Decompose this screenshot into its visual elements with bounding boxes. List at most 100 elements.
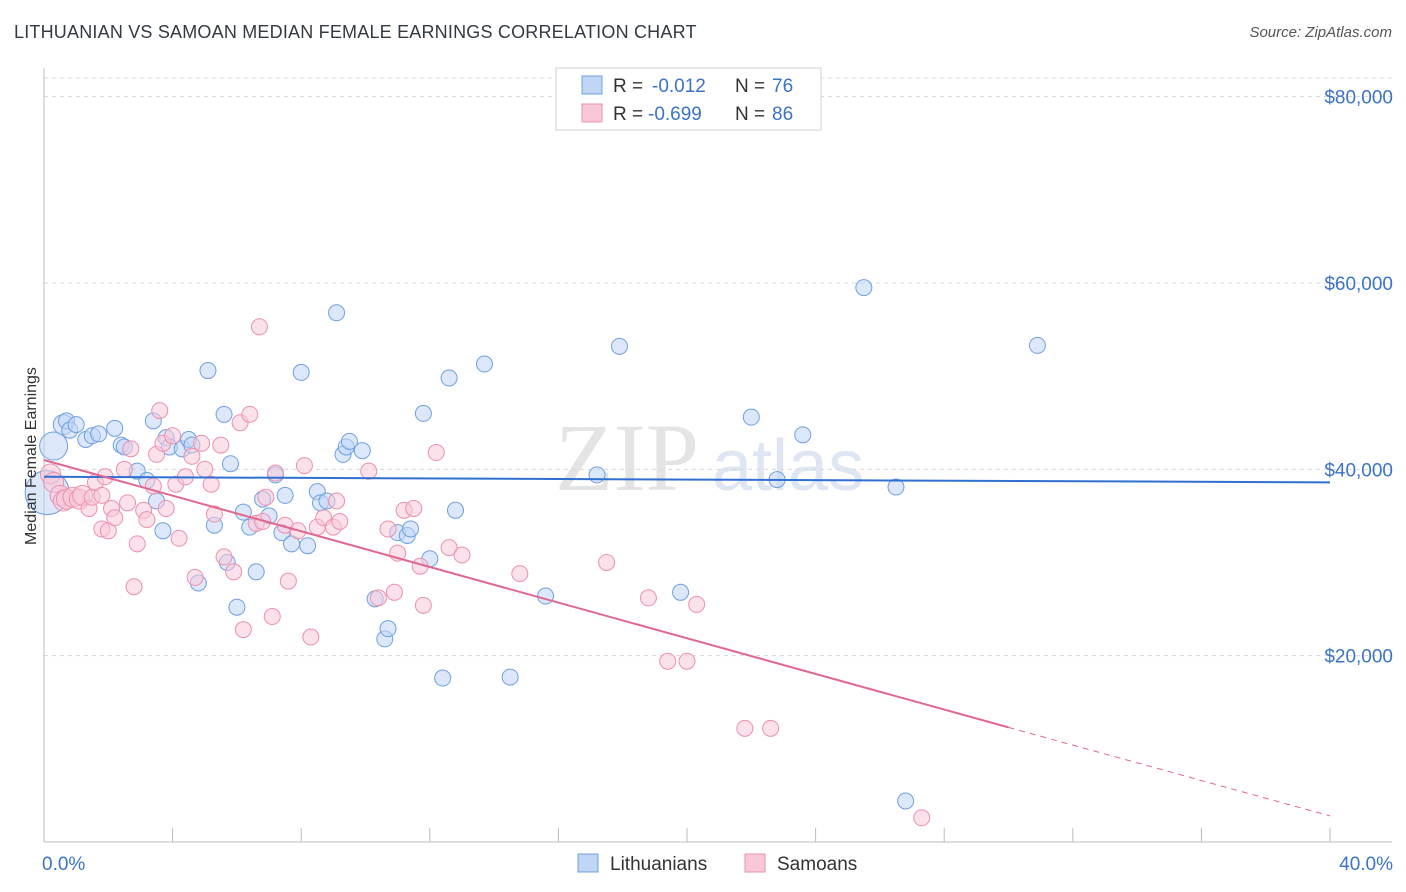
legend-r-value-samoans: -0.699 <box>648 104 702 125</box>
x-tick-label-max: 40.0% <box>1339 854 1393 875</box>
lithuanians-point <box>794 426 812 444</box>
samoans-point <box>511 565 529 583</box>
source-credit: Source: ZipAtlas.com <box>1249 24 1392 41</box>
lithuanians-point <box>855 279 873 297</box>
lithuanians-point <box>1028 336 1046 354</box>
samoans-point <box>369 589 387 607</box>
samoans-point <box>122 440 140 458</box>
legend-bottom-swatch-lithuanians <box>577 853 599 873</box>
lithuanians-points <box>24 104 1046 810</box>
lithuanians-point <box>276 486 294 504</box>
samoans-point <box>125 578 143 596</box>
samoans-point <box>379 520 397 538</box>
lithuanians-point <box>414 404 432 422</box>
lithuanians-point <box>221 455 239 473</box>
legend-r-label: R = <box>613 76 643 97</box>
samoans-point <box>360 462 378 480</box>
x-tick-label-min: 0.0% <box>42 854 85 875</box>
y-tick-label: $80,000 <box>1324 88 1393 109</box>
samoans-point <box>328 492 346 510</box>
samoans-point <box>115 460 133 478</box>
samoans-point <box>205 505 223 523</box>
samoans-point <box>186 568 204 586</box>
samoans-point <box>639 589 657 607</box>
y-tick-label: $40,000 <box>1324 460 1393 481</box>
samoans-point <box>257 488 275 506</box>
samoans-point <box>427 444 445 462</box>
samoans-point <box>688 595 706 613</box>
lithuanians-point <box>199 362 217 380</box>
samoans-point <box>138 511 156 529</box>
samoans-point <box>196 460 214 478</box>
chart-title: LITHUANIAN VS SAMOAN MEDIAN FEMALE EARNI… <box>14 22 697 42</box>
lithuanians-point <box>154 522 172 540</box>
watermark-zip: ZIP <box>555 404 699 511</box>
samoans-point <box>183 447 201 465</box>
legend-swatch-samoans <box>581 103 603 123</box>
samoans-point <box>234 621 252 639</box>
lithuanians-point <box>340 432 358 450</box>
samoans-trend-extension <box>1008 726 1331 817</box>
lithuanians-point <box>402 520 420 538</box>
legend-r-label: R = <box>613 104 643 125</box>
lithuanians-point <box>742 408 760 426</box>
samoans-point <box>678 652 696 670</box>
samoans-point <box>93 486 111 504</box>
legend-bottom-swatch-samoans <box>744 853 766 873</box>
samoans-point <box>151 402 169 420</box>
watermark-atlas: atlas <box>712 426 864 506</box>
y-tick-label: $60,000 <box>1324 274 1393 295</box>
lithuanians-point <box>39 431 69 461</box>
samoans-point <box>762 719 780 737</box>
lithuanians-point <box>897 792 915 810</box>
lithuanians-point <box>887 478 905 496</box>
tick-labels: $20,000 $40,000 $60,000 $80,000 0.0% 40.0% <box>42 88 1393 875</box>
legend-r-value-lithuanians: -0.012 <box>652 76 706 97</box>
samoans-point <box>241 405 259 423</box>
lithuanians-point <box>440 369 458 387</box>
legend-swatch-lithuanians <box>581 75 603 95</box>
watermark: ZIP atlas <box>555 404 864 511</box>
lithuanians-point <box>90 425 108 443</box>
lithuanians-point <box>447 501 465 519</box>
samoans-point <box>453 546 471 564</box>
samoans-point <box>295 457 313 475</box>
lithuanians-trend-line <box>43 475 1331 484</box>
lithuanians-point <box>215 405 233 423</box>
lithuanians-point <box>379 620 397 638</box>
samoans-point <box>106 509 124 527</box>
samoans-point <box>119 494 137 512</box>
samoans-point <box>164 427 182 445</box>
samoans-point <box>202 475 220 493</box>
y-axis-label: Median Female Earnings <box>23 367 40 545</box>
lithuanians-point <box>228 598 246 616</box>
lithuanians-point <box>501 668 519 686</box>
lithuanians-point <box>106 419 124 437</box>
lithuanians-point <box>247 563 265 581</box>
lithuanians-point <box>67 416 85 434</box>
samoans-point <box>331 512 349 530</box>
samoans-point <box>250 318 268 336</box>
lithuanians-point <box>434 669 452 687</box>
samoans-point <box>157 499 175 517</box>
samoans-point <box>913 809 931 827</box>
legend-top: R = -0.012 N = 76 R = -0.699 N = 86 <box>555 67 822 131</box>
samoans-point <box>279 572 297 590</box>
lithuanians-point <box>292 363 310 381</box>
legend-n-label: N = <box>735 104 765 125</box>
samoans-point <box>212 436 230 454</box>
samoans-point <box>263 608 281 626</box>
y-tick-label: $20,000 <box>1324 647 1393 668</box>
lithuanians-point <box>475 355 493 373</box>
samoans-point <box>385 583 403 601</box>
samoans-point <box>128 535 146 553</box>
lithuanians-point <box>610 337 628 355</box>
samoans-point <box>170 529 188 547</box>
legend-n-label: N = <box>735 76 765 97</box>
samoans-trend-line <box>43 459 1009 729</box>
samoans-point <box>440 539 458 557</box>
legend-bottom: Lithuanians Samoans <box>577 853 857 875</box>
legend-bottom-label-samoans: Samoans <box>777 854 857 875</box>
legend-n-value-samoans: 86 <box>772 104 793 125</box>
